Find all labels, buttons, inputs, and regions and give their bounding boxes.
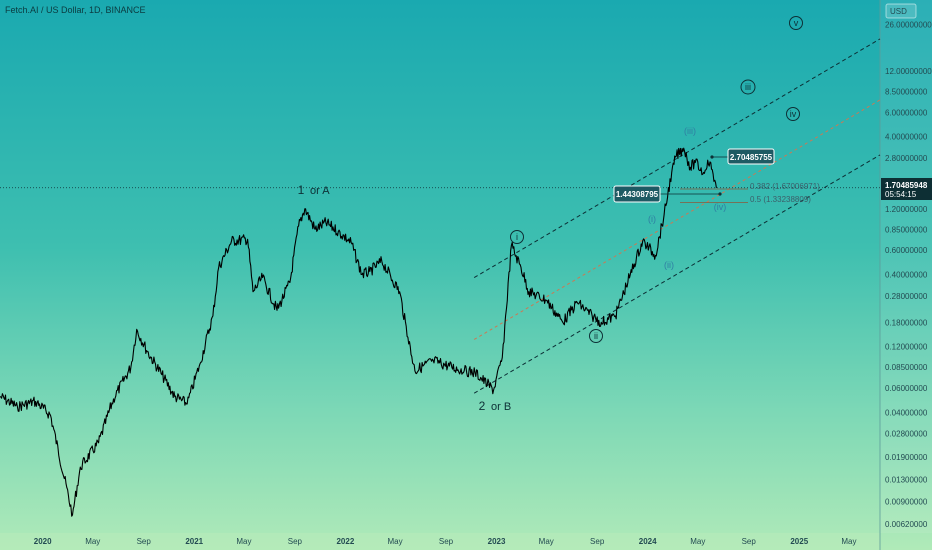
y-tick-label: 8.50000000 <box>885 88 928 97</box>
wave-i-circle <box>510 230 524 244</box>
y-tick-label: 12.00000000 <box>885 67 932 76</box>
channel-lower-line[interactable] <box>473 154 881 394</box>
y-tick-label: 0.00900000 <box>885 498 928 507</box>
x-tick-label: 2024 <box>639 537 657 546</box>
subwave-iv-label: (iv) <box>714 202 727 212</box>
time-axis[interactable] <box>0 533 880 550</box>
x-tick-label: 2021 <box>185 537 203 546</box>
subwave-i-label: (i) <box>648 214 656 224</box>
fib-label-5: 0.5 (1.33238809) <box>750 195 811 204</box>
x-tick-label: May <box>236 537 251 546</box>
y-tick-label: 0.40000000 <box>885 270 928 279</box>
y-tick-label: 0.02800000 <box>885 430 928 439</box>
wave-v-label: v <box>794 18 799 28</box>
price-box-low[interactable] <box>613 185 661 203</box>
y-tick-label: 0.28000000 <box>885 292 928 301</box>
fib-label-382: 0.382 (1.67006971) <box>750 182 820 191</box>
currency-label: USD <box>890 7 907 16</box>
price-axis[interactable] <box>880 0 932 533</box>
y-tick-label: 26.00000000 <box>885 21 932 30</box>
x-tick-label: May <box>690 537 705 546</box>
y-tick-label: 6.00000000 <box>885 108 928 117</box>
x-tick-label: 2020 <box>34 537 52 546</box>
last-price-value: 1.70485948 <box>885 181 928 190</box>
high-box-anchor <box>710 155 714 159</box>
wave-1-suffix: or A <box>310 185 330 197</box>
y-tick-label: 0.01900000 <box>885 453 928 462</box>
y-tick-label: 0.18000000 <box>885 318 928 327</box>
y-tick-label: 0.08500000 <box>885 363 928 372</box>
y-tick-label: 0.12000000 <box>885 343 928 352</box>
chart-title: Fetch.AI / US Dollar, 1D, BINANCE <box>5 5 146 15</box>
x-tick-label: Sep <box>742 537 757 546</box>
x-tick-label: May <box>539 537 554 546</box>
wave-ii-label: ii <box>594 331 598 341</box>
y-tick-label: 2.80000000 <box>885 154 928 163</box>
wave-ii-circle <box>589 329 603 343</box>
wave-iii-circle <box>740 79 756 95</box>
x-axis-ticks: 2020 May Sep 2021 May Sep 2022 May Sep 2023 May Sep… <box>34 537 857 546</box>
currency-badge[interactable] <box>885 3 917 19</box>
y-tick-label: 0.85000000 <box>885 225 928 234</box>
y-tick-label: 0.00620000 <box>885 520 928 529</box>
channel-upper-line[interactable] <box>473 38 881 278</box>
last-price-tag[interactable] <box>881 178 932 200</box>
wave-1-number: 1 <box>298 183 305 197</box>
channel-middle-line[interactable] <box>473 99 881 340</box>
wave-i-label: i <box>516 232 518 242</box>
x-tick-label: Sep <box>137 537 152 546</box>
price-series-line <box>0 147 717 517</box>
y-axis-ticks: 26.00000000 12.00000000 8.50000000 6.000000… <box>885 21 932 529</box>
x-tick-label: 2022 <box>336 537 354 546</box>
x-tick-label: Sep <box>590 537 605 546</box>
wave-iv-label: iv <box>790 109 797 119</box>
x-tick-label: May <box>85 537 100 546</box>
x-tick-label: May <box>841 537 856 546</box>
y-tick-label: 1.20000000 <box>885 205 928 214</box>
x-tick-label: Sep <box>439 537 454 546</box>
wave-iii-label: iii <box>745 82 751 92</box>
y-tick-label: 0.06000000 <box>885 384 928 393</box>
subwave-iii-label: (iii) <box>684 126 696 136</box>
x-tick-label: Sep <box>288 537 303 546</box>
wave-v-circle <box>789 16 803 30</box>
x-tick-label: May <box>388 537 403 546</box>
price-box-high[interactable] <box>727 148 775 165</box>
x-tick-label: 2023 <box>488 537 506 546</box>
y-tick-label: 0.60000000 <box>885 246 928 255</box>
bar-countdown: 05:54:15 <box>885 190 917 199</box>
wave-2-suffix: or B <box>491 401 511 413</box>
subwave-ii-label: (ii) <box>664 260 674 270</box>
price-box-low-label: 1.44308795 <box>616 190 659 199</box>
y-tick-label: 0.04000000 <box>885 408 928 417</box>
y-tick-label: 0.01300000 <box>885 476 928 485</box>
low-box-anchor <box>718 192 722 196</box>
price-box-high-label: 2.70485755 <box>730 153 773 162</box>
wave-2-number: 2 <box>479 399 486 413</box>
x-tick-label: 2025 <box>790 537 808 546</box>
wave-iv-circle <box>786 107 800 121</box>
y-tick-label: 4.00000000 <box>885 133 928 142</box>
